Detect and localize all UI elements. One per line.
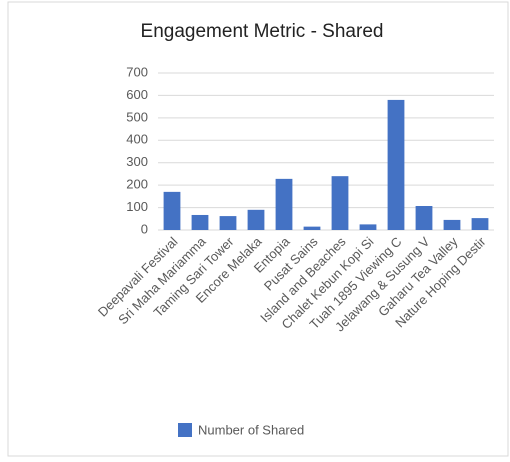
bar [247, 209, 265, 230]
y-tick-label: 500 [126, 109, 148, 124]
bar [415, 206, 433, 230]
y-tick-label: 100 [126, 199, 148, 214]
legend-label: Number of Shared [198, 422, 304, 437]
bar [191, 214, 209, 230]
bar [387, 99, 405, 231]
y-tick-label: 400 [126, 132, 148, 147]
bar [443, 219, 461, 230]
y-tick-label: 600 [126, 87, 148, 102]
bar [303, 226, 321, 230]
y-tick-label: 300 [126, 154, 148, 169]
bar [331, 176, 349, 230]
y-tick-label: 700 [126, 64, 148, 79]
chart-title: Engagement Metric - Shared [141, 21, 384, 42]
bar [359, 224, 377, 230]
y-tick-label: 200 [126, 177, 148, 192]
bar [275, 178, 293, 230]
bar [163, 191, 181, 230]
y-tick-label: 0 [141, 221, 148, 236]
bar [219, 216, 237, 230]
bar [471, 218, 489, 230]
legend-swatch [178, 423, 192, 437]
